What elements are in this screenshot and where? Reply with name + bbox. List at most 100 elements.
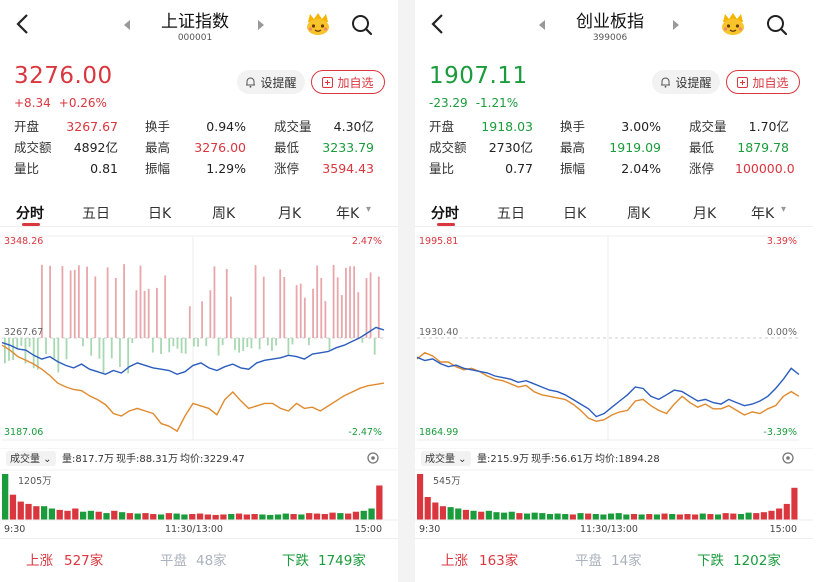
y-axis-mid-label: 3267.67 (4, 327, 43, 338)
tab-5[interactable]: 年K (336, 206, 360, 222)
gear-icon[interactable] (367, 452, 379, 464)
intraday-histogram-bar (209, 290, 212, 338)
time-end-label: 15:00 (770, 524, 797, 535)
stat-label: 成交额 (14, 140, 52, 155)
stat-value: 4892亿 (73, 140, 118, 155)
unchanged-label: 平盘 (575, 553, 602, 569)
tab-5[interactable]: 年K (751, 206, 775, 222)
tab-2[interactable]: 日K (148, 206, 172, 222)
volume-bar (531, 512, 538, 520)
tab-2[interactable]: 日K (563, 206, 587, 222)
intraday-histogram-bar (254, 265, 257, 338)
intraday-histogram-bar (114, 277, 117, 338)
search-icon[interactable] (350, 13, 374, 37)
mascot-icon[interactable] (304, 12, 332, 36)
intraday-histogram-bar (361, 338, 364, 343)
intraday-histogram-bar (82, 338, 84, 347)
volume-bar (306, 513, 313, 520)
gear-icon[interactable] (782, 452, 794, 464)
intraday-histogram-bar (357, 292, 360, 338)
volume-bar (577, 513, 584, 520)
stat-label: 开盘 (429, 119, 455, 134)
pct-mid-label: 0.00% (767, 327, 797, 338)
back-arrow-icon[interactable] (427, 10, 449, 38)
y-axis-top-label: 3348.26 (4, 236, 43, 247)
tab-4[interactable]: 月K (278, 206, 302, 222)
stat-value: 3267.67 (66, 119, 118, 134)
volume-bar (2, 474, 9, 520)
intraday-histogram-bar (303, 297, 306, 338)
intraday-histogram-bar (28, 338, 31, 347)
back-arrow-icon[interactable] (12, 10, 34, 38)
header: 上证指数 000001 (0, 0, 398, 50)
stat-value: 0.81 (90, 161, 118, 176)
intraday-histogram-bar (147, 288, 150, 338)
volume-bar (707, 514, 714, 520)
add-watchlist-button[interactable]: 加自选 (726, 70, 800, 94)
next-index-arrow-icon[interactable] (673, 20, 679, 30)
intraday-histogram-bar (250, 338, 253, 349)
volume-bar (321, 514, 328, 520)
volume-indicator-label: 成交量 ⌄ (10, 452, 52, 465)
volume-bar (345, 513, 352, 520)
volume-indicator-select[interactable] (6, 451, 56, 466)
tab-3[interactable]: 周K (212, 206, 236, 222)
price-change-percent: +0.26% (58, 96, 107, 110)
volume-indicator-select[interactable] (421, 451, 471, 466)
index-code: 399006 (592, 33, 628, 43)
tab-3[interactable]: 周K (627, 206, 651, 222)
search-icon[interactable] (765, 13, 789, 37)
next-index-arrow-icon[interactable] (258, 20, 264, 30)
average-price-value: 均价:3229.47 (180, 453, 245, 465)
tab-4[interactable]: 月K (693, 206, 717, 222)
prev-index-arrow-icon[interactable] (124, 20, 130, 30)
intraday-histogram-bar (123, 264, 125, 338)
stat-label: 振幅 (560, 161, 586, 176)
volume-bar (485, 510, 492, 520)
volume-bar (623, 514, 630, 520)
volume-bar (17, 501, 24, 520)
intraday-histogram-bar (143, 290, 146, 338)
prev-index-arrow-icon[interactable] (539, 20, 545, 30)
stat-label: 成交额 (429, 140, 467, 155)
panel-divider (398, 0, 415, 582)
add-watchlist-button[interactable]: 加自选 (311, 70, 385, 94)
volume-max-label: 545万 (433, 476, 461, 487)
intraday-histogram-bar (12, 338, 15, 361)
active-tab-indicator (437, 223, 455, 226)
volume-bar (196, 513, 204, 520)
intraday-histogram-bar (262, 276, 265, 338)
volume-bar (290, 514, 297, 520)
period-tabs: 分时 五日 日K 周K 月K 年K ▾ (415, 197, 813, 227)
mascot-icon[interactable] (719, 12, 747, 36)
intraday-histogram-bar (238, 338, 240, 353)
volume-bar (87, 510, 95, 520)
pct-bottom-label: -3.39% (763, 427, 797, 438)
tab-0[interactable]: 分时 (431, 206, 459, 222)
set-alert-button[interactable]: 设提醒 (652, 70, 720, 94)
chevron-down-icon[interactable]: ▾ (366, 204, 372, 215)
tab-0[interactable]: 分时 (16, 206, 44, 222)
intraday-histogram-bar (36, 338, 39, 370)
decliners-count: 1749家 (318, 553, 366, 569)
volume-indicator-label: 成交量 ⌄ (425, 452, 467, 465)
stat-label: 开盘 (14, 119, 40, 134)
tab-1[interactable]: 五日 (82, 206, 110, 222)
volume-bar (730, 513, 737, 520)
volume-bar (267, 514, 274, 520)
set-alert-label: 设提醒 (260, 75, 297, 90)
volume-bar (48, 508, 56, 520)
price-line (416, 356, 800, 418)
chevron-down-icon[interactable]: ▾ (781, 204, 787, 215)
current-hand-value: 现手:56.61万 (531, 452, 593, 465)
volume-bar (661, 513, 668, 520)
intraday-histogram-bar (213, 266, 216, 338)
volume-bar (562, 514, 569, 520)
intraday-histogram-bar (172, 338, 175, 347)
volume-bar (157, 514, 165, 520)
volume-bar (424, 497, 431, 520)
set-alert-button[interactable]: 设提醒 (237, 70, 305, 94)
set-alert-label: 设提醒 (675, 75, 712, 90)
tab-1[interactable]: 五日 (497, 206, 525, 222)
intraday-histogram-bar (373, 338, 376, 355)
